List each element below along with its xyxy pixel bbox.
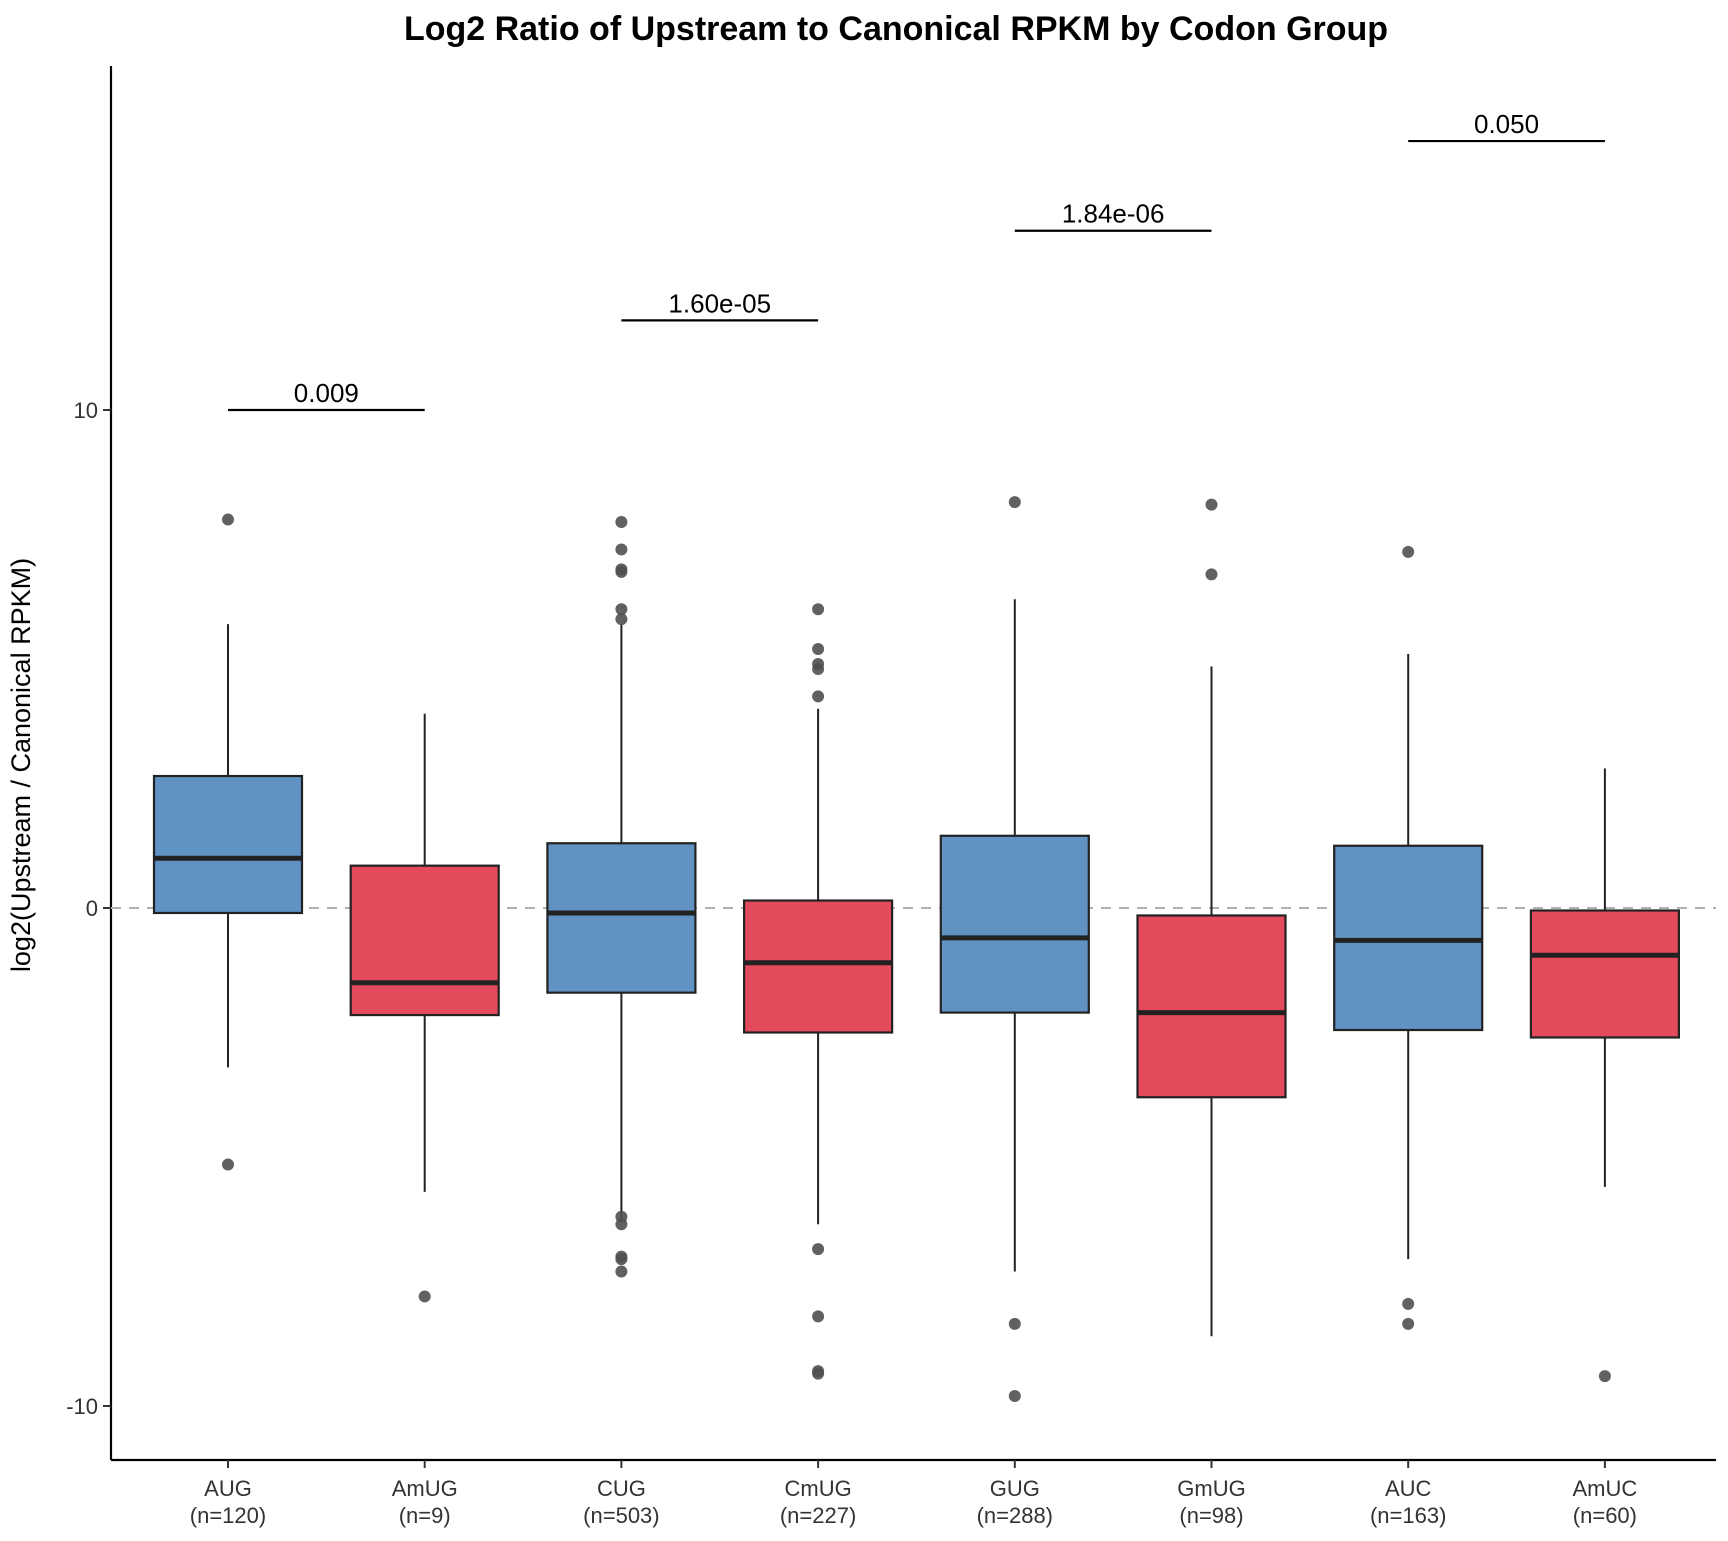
x-tick-count-label: (n=60) (1573, 1503, 1637, 1528)
box (1136, 914, 1287, 1099)
y-tick-label: 10 (74, 398, 98, 423)
x-tick-label: CmUG (784, 1476, 851, 1501)
outlier-point (615, 543, 628, 556)
outlier-point (812, 662, 825, 675)
comparison-p-value: 1.60e-05 (668, 288, 771, 318)
comparison-p-value: 0.009 (294, 378, 359, 408)
outlier-point (1008, 1317, 1021, 1330)
y-tick-label: 0 (86, 896, 98, 921)
x-tick-label: AUG (204, 1476, 252, 1501)
outlier-point (1402, 1317, 1415, 1330)
box (152, 774, 304, 915)
outlier-point (615, 1253, 628, 1266)
x-tick-label: AmUG (392, 1476, 458, 1501)
outlier-point (1205, 568, 1218, 581)
x-tick-count-label: (n=163) (1370, 1503, 1446, 1528)
x-tick-count-label: (n=98) (1179, 1503, 1243, 1528)
box-group-amug (349, 713, 500, 1303)
outlier-point (812, 1243, 825, 1256)
outlier-point (1598, 1370, 1611, 1383)
x-tick-label: AUC (1385, 1476, 1432, 1501)
x-tick-count-label: (n=227) (780, 1503, 856, 1528)
outlier-point (222, 513, 234, 526)
x-tick-label: GmUG (1177, 1476, 1245, 1501)
outlier-point (1205, 498, 1218, 511)
outlier-point (812, 1367, 825, 1380)
box-group-gmug (1136, 498, 1287, 1337)
box-group-gug (939, 496, 1090, 1403)
box (1529, 909, 1681, 1039)
box-group-auc (1333, 545, 1484, 1330)
box-group-amuc (1529, 768, 1681, 1383)
outlier-point (615, 613, 628, 626)
chart-title: Log2 Ratio of Upstream to Canonical RPKM… (404, 10, 1388, 48)
x-tick-count-label: (n=120) (190, 1503, 266, 1528)
y-tick-label: -10 (66, 1394, 98, 1419)
outlier-point (1008, 1390, 1021, 1403)
outlier-point (615, 516, 628, 529)
x-tick-count-label: (n=288) (977, 1503, 1053, 1528)
box (546, 842, 697, 994)
box (349, 864, 500, 1017)
outlier-point (615, 1265, 628, 1278)
box-group-cug (546, 516, 697, 1278)
box (939, 834, 1090, 1014)
box (742, 899, 894, 1034)
outlier-point (615, 565, 628, 578)
outlier-point (812, 643, 825, 656)
outlier-point (222, 1158, 234, 1171)
outlier-point (812, 1310, 825, 1323)
plot-area: -10010AUG(n=120)AmUG(n=9)CUG(n=503)CmUG(… (66, 66, 1716, 1528)
x-tick-label: CUG (597, 1476, 646, 1501)
outlier-point (812, 690, 825, 703)
box-group-cmug (742, 603, 894, 1380)
comparison-p-value: 1.84e-06 (1062, 199, 1165, 229)
x-tick-label: AmUC (1573, 1476, 1638, 1501)
comparison-p-value: 0.050 (1474, 109, 1539, 139)
outlier-point (1008, 496, 1021, 509)
outlier-point (1402, 1297, 1415, 1310)
outlier-point (1402, 545, 1415, 558)
outlier-point (812, 603, 825, 616)
x-tick-count-label: (n=9) (399, 1503, 451, 1528)
outlier-point (615, 1218, 628, 1231)
x-tick-label: GUG (990, 1476, 1040, 1501)
outlier-point (615, 603, 628, 616)
y-axis-label: log2(Upstream / Canonical RPKM) (6, 558, 36, 972)
x-tick-count-label: (n=503) (583, 1503, 659, 1528)
outlier-point (418, 1290, 431, 1303)
box-group-aug (152, 513, 304, 1171)
